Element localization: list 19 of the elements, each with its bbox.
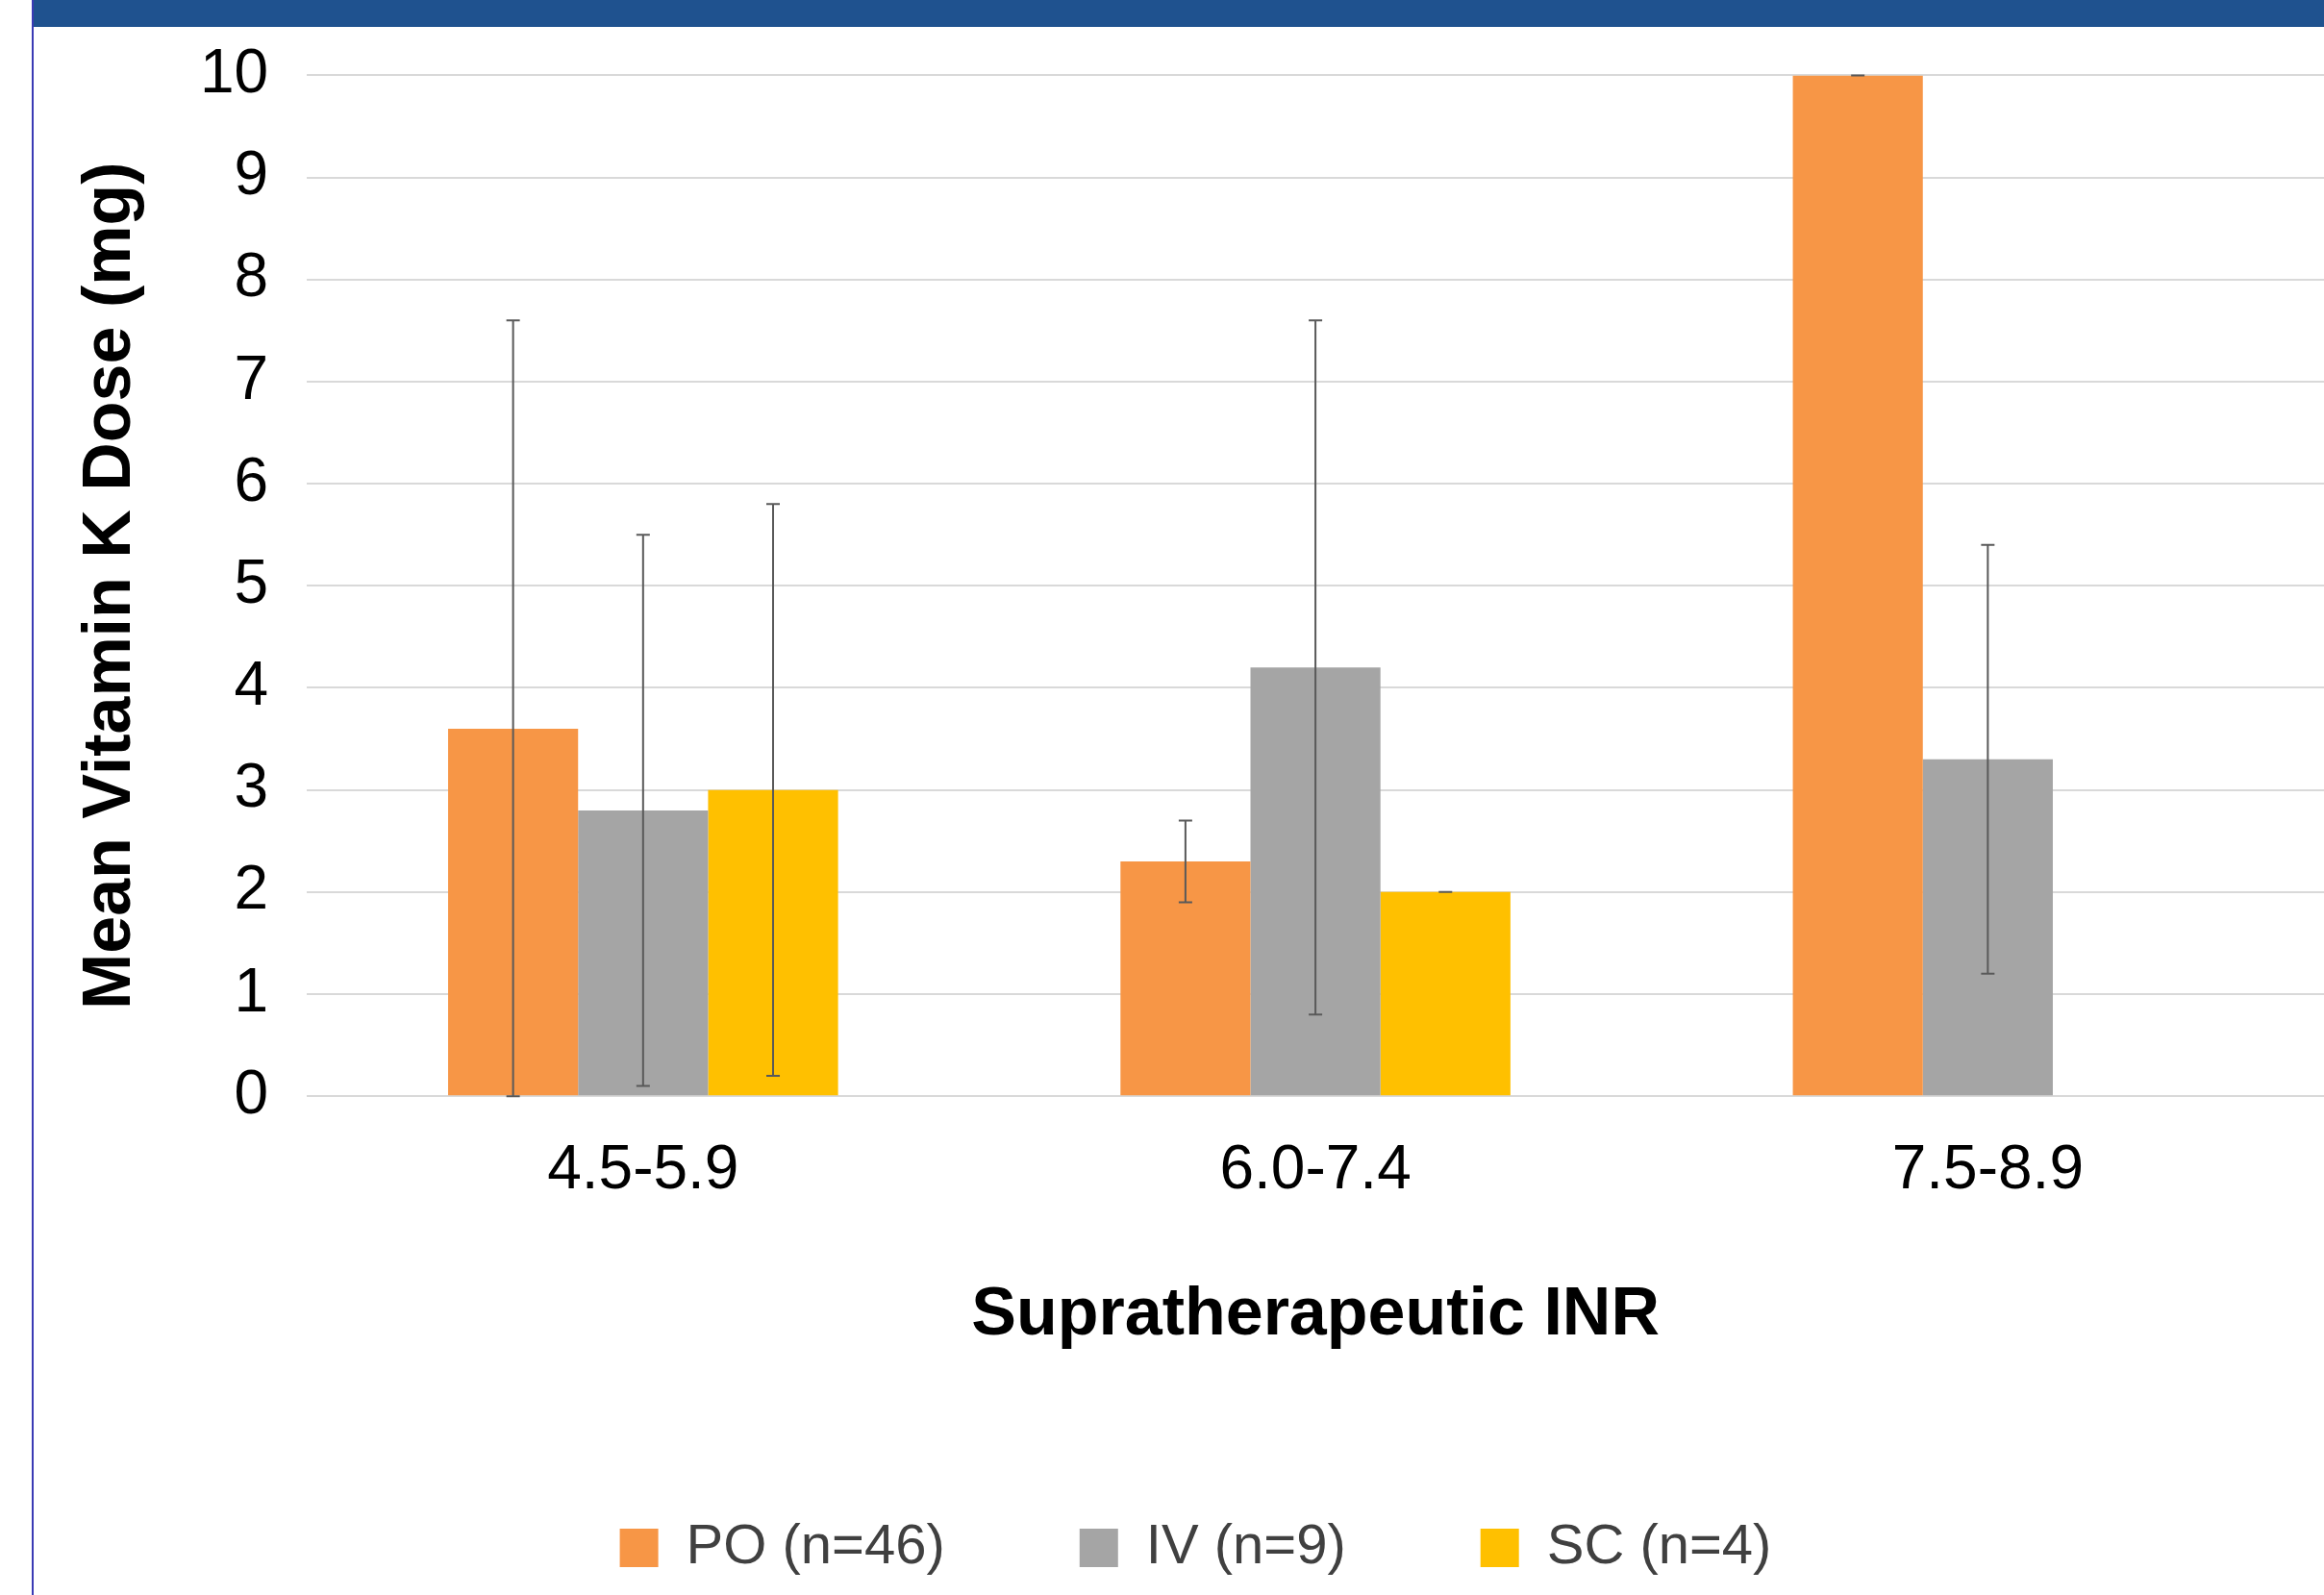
y-tick-label: 7 (234, 342, 269, 412)
y-tick-label: 10 (200, 37, 269, 107)
y-tick-label: 6 (234, 444, 269, 514)
y-axis-title: Mean Vitamin K Dose (mg) (69, 162, 145, 1010)
legend-label: PO (n=46) (686, 1512, 945, 1575)
legend-label: SC (n=4) (1546, 1512, 1772, 1575)
y-tick-label: 2 (234, 853, 269, 923)
x-tick-label: 6.0-7.4 (1219, 1133, 1412, 1203)
y-tick-label: 8 (234, 240, 269, 311)
x-tick-label: 4.5-5.9 (547, 1133, 739, 1203)
y-tick-label: 0 (234, 1057, 269, 1127)
legend-label: IV (n=9) (1145, 1512, 1346, 1575)
y-tick-label: 4 (234, 649, 269, 719)
y-tick-label: 5 (234, 546, 269, 616)
y-tick-label: 3 (234, 751, 269, 821)
x-tick-label: 7.5-8.9 (1891, 1133, 2084, 1203)
x-axis-title: Supratherapeutic INR (971, 1274, 1660, 1350)
y-tick-label: 9 (234, 138, 269, 209)
y-tick-label: 1 (234, 955, 269, 1025)
